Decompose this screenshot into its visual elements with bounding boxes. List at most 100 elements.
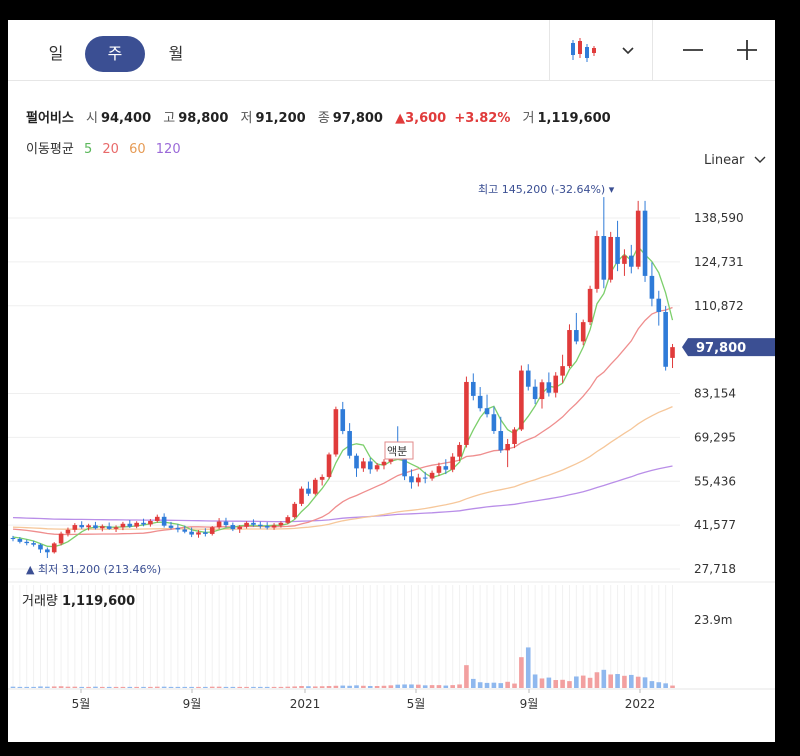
volume-bar[interactable]: [635, 676, 641, 688]
candle-body[interactable]: [31, 543, 36, 545]
tab-month[interactable]: 월: [168, 44, 184, 63]
volume-bar[interactable]: [601, 669, 607, 688]
volume-bar[interactable]: [525, 647, 531, 688]
candle-body[interactable]: [381, 461, 387, 466]
candle-body[interactable]: [580, 322, 586, 342]
candle-body[interactable]: [498, 431, 504, 451]
volume-bar[interactable]: [670, 685, 675, 688]
candle-body[interactable]: [649, 275, 655, 299]
volume-bar[interactable]: [381, 685, 387, 688]
candle-body[interactable]: [642, 210, 648, 276]
volume-bar[interactable]: [120, 686, 126, 688]
candle-body[interactable]: [175, 527, 181, 530]
candle-body[interactable]: [532, 386, 538, 400]
candle-body[interactable]: [464, 381, 469, 445]
volume-bar[interactable]: [189, 686, 194, 688]
volume-bar[interactable]: [553, 680, 559, 688]
candle-body[interactable]: [161, 516, 167, 526]
candle-body[interactable]: [422, 477, 428, 479]
volume-bar[interactable]: [72, 686, 78, 688]
zoom-in-button[interactable]: [734, 34, 760, 66]
volume-bar[interactable]: [532, 674, 538, 688]
candle-body[interactable]: [10, 538, 16, 540]
volume-bar[interactable]: [484, 682, 490, 688]
volume-bar[interactable]: [512, 683, 517, 688]
volume-bar[interactable]: [560, 679, 565, 688]
volume-bar[interactable]: [113, 686, 119, 688]
volume-bar[interactable]: [656, 682, 662, 688]
volume-bar[interactable]: [608, 674, 613, 688]
volume-bar[interactable]: [443, 685, 449, 688]
candle-body[interactable]: [622, 255, 627, 264]
candle-body[interactable]: [505, 444, 510, 451]
volume-bar[interactable]: [395, 684, 401, 688]
volume-bar[interactable]: [203, 686, 208, 688]
volume-bar[interactable]: [312, 686, 318, 688]
volume-bar[interactable]: [106, 686, 112, 688]
volume-bar[interactable]: [79, 686, 84, 688]
volume-bar[interactable]: [416, 684, 421, 688]
volume-bar[interactable]: [574, 676, 579, 688]
candle-body[interactable]: [306, 488, 311, 494]
zoom-out-button[interactable]: [680, 34, 706, 66]
volume-bar[interactable]: [622, 675, 627, 688]
volume-bar[interactable]: [347, 685, 352, 688]
volume-bar[interactable]: [100, 686, 105, 688]
volume-bar[interactable]: [539, 678, 545, 688]
candle-body[interactable]: [656, 298, 662, 312]
volume-bar[interactable]: [271, 686, 277, 688]
volume-bar[interactable]: [278, 686, 284, 688]
volume-bar[interactable]: [491, 682, 497, 688]
volume-bar[interactable]: [594, 672, 600, 688]
volume-bar[interactable]: [216, 686, 222, 688]
volume-bar[interactable]: [464, 665, 469, 688]
volume-bar[interactable]: [258, 686, 263, 688]
volume-bar[interactable]: [477, 682, 483, 688]
candle-body[interactable]: [299, 488, 304, 504]
volume-bar[interactable]: [567, 681, 572, 688]
volume-bar[interactable]: [642, 677, 648, 688]
candle-body[interactable]: [285, 517, 291, 523]
candle-body[interactable]: [292, 503, 297, 518]
candle-body[interactable]: [264, 526, 270, 528]
volume-bar[interactable]: [244, 686, 249, 688]
chart-type-dropdown[interactable]: [618, 34, 638, 66]
candle-body[interactable]: [374, 465, 380, 470]
volume-bar[interactable]: [24, 686, 30, 688]
volume-bar[interactable]: [237, 686, 243, 688]
candle-body[interactable]: [594, 236, 600, 289]
candle-body[interactable]: [326, 454, 332, 477]
volume-bar[interactable]: [141, 686, 146, 688]
volume-bar[interactable]: [31, 686, 36, 688]
candle-body[interactable]: [560, 366, 565, 376]
volume-bar[interactable]: [388, 685, 394, 688]
candle-body[interactable]: [615, 236, 620, 264]
candle-body[interactable]: [567, 330, 572, 367]
volume-bar[interactable]: [409, 684, 414, 688]
volume-bar[interactable]: [649, 681, 655, 688]
candle-body[interactable]: [154, 516, 160, 521]
volume-bar[interactable]: [264, 686, 270, 688]
volume-bar[interactable]: [319, 686, 325, 688]
candle-body[interactable]: [141, 522, 146, 525]
volume-bar[interactable]: [629, 674, 634, 688]
candle-body[interactable]: [106, 526, 112, 529]
candle-body[interactable]: [120, 523, 126, 528]
candle-body[interactable]: [519, 370, 524, 430]
volume-bar[interactable]: [519, 657, 524, 688]
candle-body[interactable]: [148, 520, 153, 525]
candle-body[interactable]: [539, 382, 545, 400]
candle-body[interactable]: [223, 521, 229, 526]
candle-body[interactable]: [312, 479, 318, 494]
volume-bar[interactable]: [292, 686, 297, 688]
candle-body[interactable]: [333, 409, 339, 455]
candle-body[interactable]: [443, 466, 449, 470]
volume-bar[interactable]: [251, 686, 256, 688]
candle-body[interactable]: [484, 408, 490, 415]
volume-bar[interactable]: [457, 684, 462, 688]
candle-body[interactable]: [546, 382, 552, 393]
volume-bar[interactable]: [148, 686, 153, 688]
volume-bar[interactable]: [402, 684, 407, 688]
volume-bar[interactable]: [367, 686, 373, 688]
volume-bar[interactable]: [470, 678, 476, 688]
